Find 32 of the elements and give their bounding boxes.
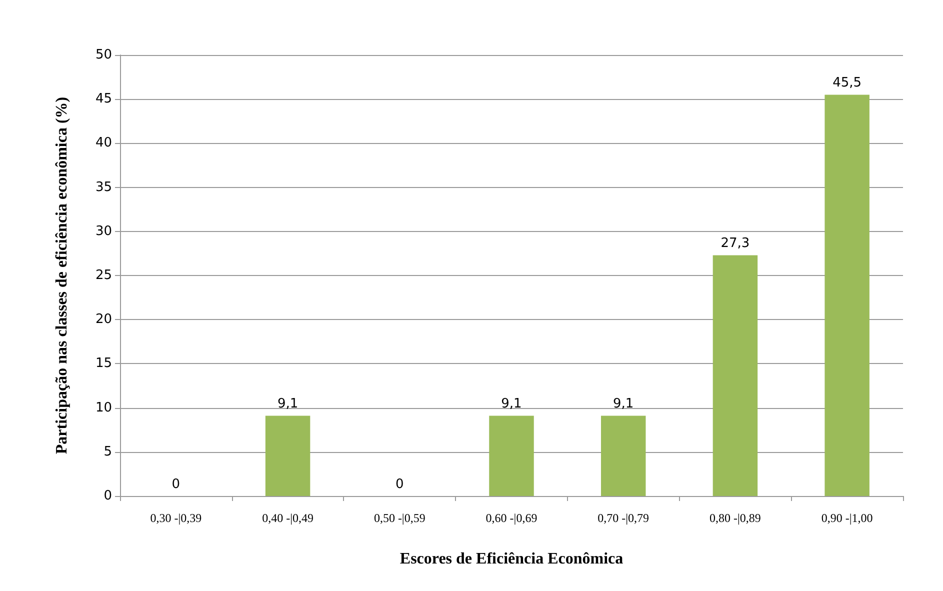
bar xyxy=(600,416,646,496)
x-tick-label: 0,90 -|1,00 xyxy=(821,511,873,525)
y-tick-label: 35 xyxy=(95,180,112,195)
bar xyxy=(712,255,758,496)
y-tick-label: 5 xyxy=(104,444,112,460)
y-tick-label: 40 xyxy=(95,136,112,151)
y-tick-label: 30 xyxy=(95,224,112,239)
bar xyxy=(824,94,870,496)
y-tick-label: 20 xyxy=(95,312,112,328)
x-tick-label: 0,40 -|0,49 xyxy=(262,511,314,525)
x-axis-title: Escores de Eficiência Econômica xyxy=(400,550,624,568)
bar xyxy=(489,416,534,496)
data-label: 9,1 xyxy=(613,396,634,412)
data-label: 9,1 xyxy=(501,396,522,412)
data-label: 9,1 xyxy=(277,396,298,412)
y-tick-label: 0 xyxy=(104,488,112,504)
y-tick-label: 10 xyxy=(95,400,112,416)
x-tick-label: 0,60 -|0,69 xyxy=(486,511,538,525)
y-tick-label: 45 xyxy=(95,92,112,107)
x-tick-label: 0,80 -|0,89 xyxy=(710,511,761,525)
data-label: 45,5 xyxy=(832,76,862,91)
y-tick-label: 50 xyxy=(95,48,112,62)
x-tick-label: 0,70 -|0,79 xyxy=(598,511,650,525)
x-tick-label: 0,30 -|0,39 xyxy=(150,511,202,525)
data-label: 0 xyxy=(172,477,180,492)
y-axis-title: Participação nas classes de eficiência econômica (%) xyxy=(54,96,70,454)
x-tick-label: 0,50 -|0,59 xyxy=(374,511,426,525)
y-tick-label: 25 xyxy=(95,268,112,283)
data-label: 27,3 xyxy=(720,236,750,252)
bar xyxy=(265,416,310,496)
y-tick-label: 15 xyxy=(95,356,112,372)
data-label: 0 xyxy=(396,477,404,492)
